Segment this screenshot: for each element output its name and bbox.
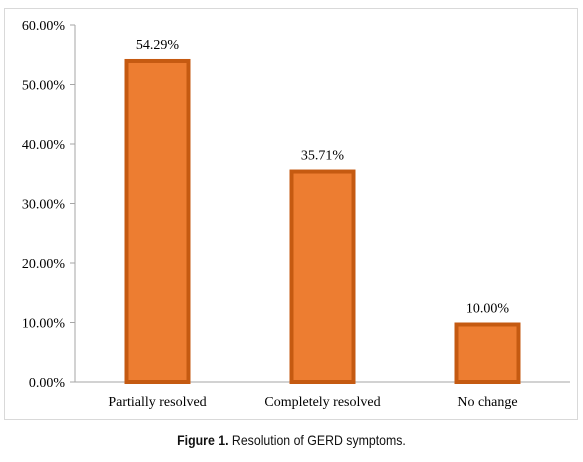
figure-caption: Figure 1. Resolution of GERD symptoms. (35, 432, 548, 448)
x-category-label: Partially resolved (108, 395, 206, 410)
figure-caption-text: Resolution of GERD symptoms. (231, 432, 406, 448)
x-category-label: Completely resolved (264, 395, 380, 410)
y-tick-label: 20.00% (22, 257, 66, 272)
y-tick-label: 40.00% (22, 138, 66, 153)
y-tick-label: 60.00% (22, 19, 66, 34)
x-category-label: No change (457, 395, 517, 410)
bars (124, 58, 521, 385)
bar-data-label: 54.29% (136, 38, 180, 53)
bar-chart: 0.00% 10.00% 20.00% 30.00% 40.00% 50.00% 60.00… (22, 19, 570, 410)
y-tick-label: 50.00% (22, 79, 66, 94)
data-labels: 54.29% 35.71% 10.00% (136, 38, 510, 317)
bar (454, 322, 521, 384)
bar-data-label: 10.00% (466, 302, 510, 317)
x-axis: Partially resolved Completely resolved No … (75, 381, 570, 410)
y-tick-label: 30.00% (22, 198, 66, 213)
y-axis: 0.00% 10.00% 20.00% 30.00% 40.00% 50.00% 60.00… (22, 19, 76, 391)
y-tick-label: 10.00% (22, 317, 66, 332)
figure-number: Figure 1. (177, 432, 229, 448)
bar-data-label: 35.71% (301, 149, 345, 164)
y-tick-label: 0.00% (29, 376, 66, 391)
bar (124, 58, 191, 385)
bar (289, 169, 356, 384)
